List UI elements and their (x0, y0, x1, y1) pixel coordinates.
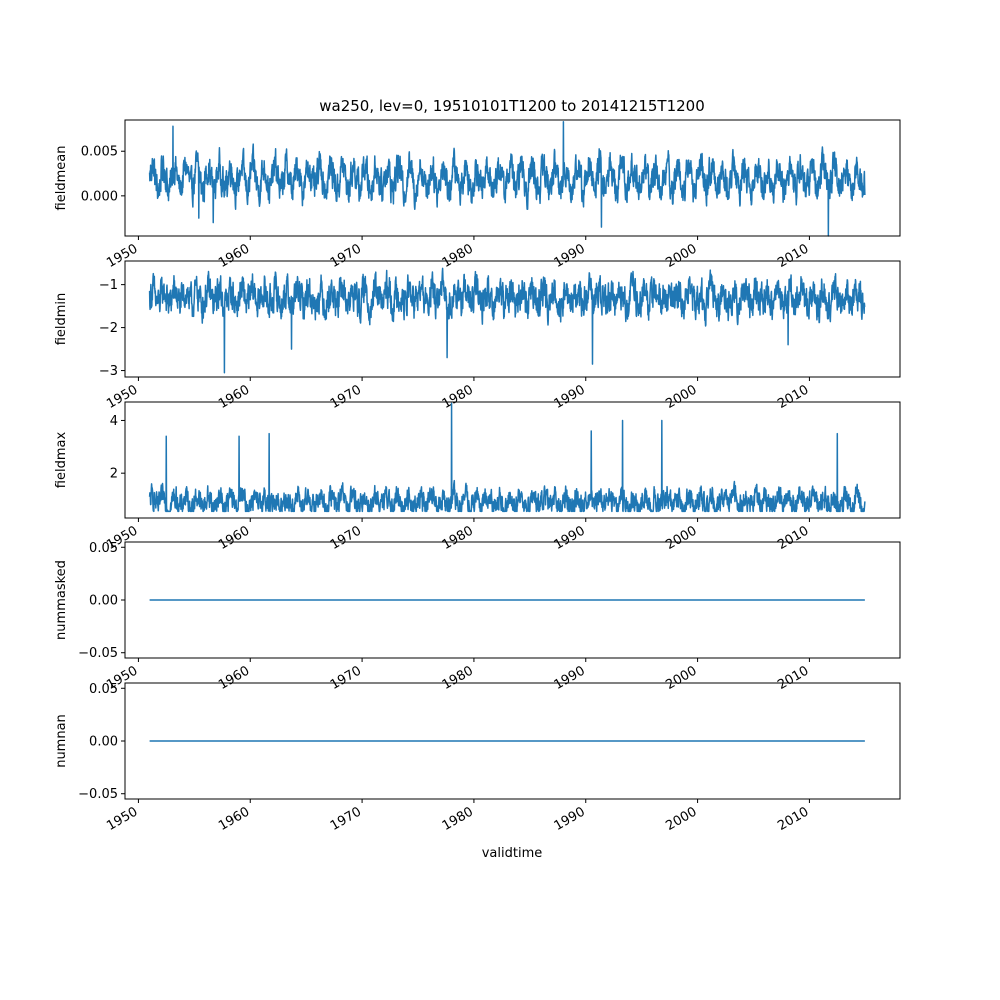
series-line-fieldmean (148, 121, 866, 237)
y-axis-label: nummasked (54, 560, 69, 640)
y-tick-label: 2 (110, 467, 118, 482)
y-tick-label: −0.05 (78, 787, 118, 802)
series-line-fieldmin (148, 267, 866, 374)
y-tick-label: 0.00 (89, 735, 118, 750)
series-line-fieldmax (148, 402, 866, 513)
x-axis-label: validtime (482, 846, 543, 861)
y-axis-label: numnan (54, 714, 69, 768)
y-tick-label: −1 (99, 278, 118, 293)
y-axis-label: fieldmax (54, 432, 69, 489)
y-tick-label: 0.00 (89, 594, 118, 609)
y-tick-label: 4 (110, 414, 118, 429)
axes-frame (124, 260, 901, 378)
y-axis-label: fieldmin (54, 293, 69, 346)
y-tick-label: 0.005 (81, 145, 118, 160)
y-tick-label: 0.05 (89, 541, 118, 556)
y-tick-label: −3 (99, 364, 118, 379)
y-tick-label: 0.05 (89, 682, 118, 697)
chart-title: wa250, lev=0, 19510101T1200 to 20141215T… (319, 97, 705, 115)
y-tick-label: 0.000 (81, 189, 118, 204)
axes-frame (124, 119, 901, 237)
y-tick-label: −2 (99, 321, 118, 336)
y-axis-label: fieldmean (54, 146, 69, 211)
y-tick-label: −0.05 (78, 646, 118, 661)
axes-frame (124, 401, 901, 519)
